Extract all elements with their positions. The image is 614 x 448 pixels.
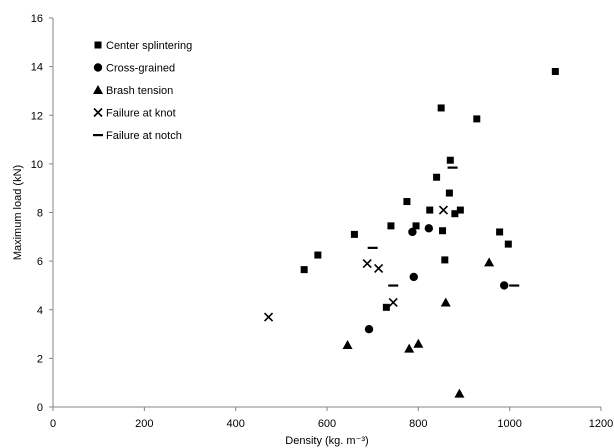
data-point-square [473, 115, 481, 123]
data-point-circle [424, 224, 434, 233]
data-marks [263, 67, 559, 398]
y-tick-label: 16 [31, 13, 43, 25]
data-point-x [263, 312, 274, 322]
data-point-square [456, 206, 464, 214]
series-x [263, 205, 449, 322]
y-axis-label: Maximum load (kN) [12, 165, 24, 260]
data-point-circle [364, 325, 374, 334]
data-point-square [504, 240, 512, 248]
x-axis-label: Density (kg. m⁻³) [285, 435, 368, 447]
x-tick-label: 0 [50, 418, 56, 430]
data-point-x [362, 258, 372, 269]
y-tick-label: 6 [37, 256, 43, 268]
data-point-x [388, 297, 398, 308]
data-point-x [438, 205, 449, 215]
series-square [300, 67, 559, 311]
data-point-square [403, 198, 411, 206]
data-point-square [551, 67, 559, 75]
legend-marker-square [94, 41, 102, 49]
data-point-square [446, 156, 454, 164]
x-tick-label: 400 [226, 418, 244, 430]
data-point-square [382, 303, 390, 311]
data-point-square [451, 210, 459, 218]
data-point-triangle [440, 297, 451, 307]
data-point-circle [408, 227, 417, 237]
y-tick-label: 2 [37, 353, 43, 365]
data-point-x [374, 263, 384, 273]
data-point-square [350, 230, 358, 238]
data-point-square [433, 173, 441, 181]
y-tick-label: 8 [37, 208, 43, 220]
data-point-dash [367, 246, 378, 249]
data-point-square [445, 189, 453, 197]
x-tick-label: 1200 [589, 418, 613, 430]
data-point-triangle [454, 388, 465, 398]
data-point-circle [499, 281, 509, 290]
data-point-circle [409, 272, 418, 282]
legend-label: Failure at notch [106, 130, 182, 142]
legend-label: Failure at knot [106, 108, 176, 120]
data-point-dash [509, 284, 520, 287]
series-dash [367, 166, 520, 287]
data-point-dash [447, 166, 458, 169]
y-tick-label: 14 [31, 62, 43, 74]
data-point-triangle [342, 340, 353, 350]
x-tick-label: 200 [135, 418, 153, 430]
x-tick-label: 600 [318, 418, 336, 430]
data-point-square [437, 104, 445, 112]
data-point-dash [388, 284, 399, 287]
axes: 0 2 4 6 8 10 12 14 16 0 200 400 600 800 1000 1200 [31, 13, 613, 430]
legend-marker-triangle [93, 85, 103, 94]
data-point-triangle [413, 338, 424, 348]
series-circle [364, 224, 509, 334]
legend-label: Center splintering [106, 40, 192, 52]
data-point-square [314, 251, 322, 259]
y-tick-label: 10 [31, 159, 43, 171]
data-point-square [441, 256, 449, 264]
legend: Center splintering Cross-grained Brash ten… [93, 40, 192, 142]
data-point-square [387, 222, 395, 230]
data-point-square [426, 206, 434, 214]
y-tick-label: 4 [37, 305, 43, 317]
y-tick-label: 12 [31, 110, 43, 122]
legend-marker-circle [93, 63, 103, 72]
legend-marker-dash [93, 134, 103, 137]
data-point-triangle [404, 343, 415, 353]
legend-label: Brash tension [106, 85, 173, 97]
data-point-square [300, 266, 308, 274]
y-tick-label: 0 [37, 402, 43, 414]
data-point-square [439, 227, 447, 235]
data-point-square [496, 228, 504, 236]
data-point-square [412, 222, 420, 230]
legend-marker-x [93, 107, 103, 118]
series-triangle [342, 257, 495, 398]
x-tick-label: 800 [409, 418, 427, 430]
legend-label: Cross-grained [106, 63, 175, 75]
x-tick-label: 1000 [497, 418, 521, 430]
data-point-triangle [484, 257, 495, 267]
